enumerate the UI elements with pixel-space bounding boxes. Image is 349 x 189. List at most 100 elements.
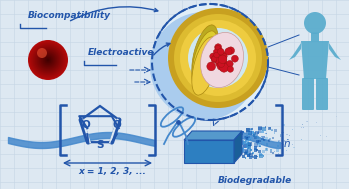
Circle shape (213, 49, 218, 54)
Bar (241, 131, 244, 133)
Circle shape (46, 58, 50, 62)
Bar (292, 144, 293, 145)
Bar (279, 140, 280, 142)
Bar (250, 149, 252, 151)
Polygon shape (234, 131, 242, 163)
Bar (242, 155, 245, 158)
Text: Biodegradable: Biodegradable (218, 176, 292, 185)
Bar (274, 150, 275, 152)
Circle shape (218, 61, 225, 67)
Polygon shape (184, 140, 234, 163)
Bar (247, 151, 251, 155)
Circle shape (37, 49, 59, 71)
Bar (268, 140, 269, 141)
Bar (268, 139, 270, 142)
Bar (287, 139, 288, 140)
Circle shape (40, 52, 56, 68)
Circle shape (29, 41, 67, 79)
Text: n: n (284, 139, 291, 149)
Bar (249, 153, 253, 157)
Circle shape (39, 51, 57, 69)
Bar (254, 146, 257, 150)
Bar (262, 150, 265, 153)
Bar (246, 154, 250, 157)
Bar (248, 137, 251, 141)
Circle shape (207, 62, 216, 71)
Bar (256, 149, 258, 151)
Bar (261, 128, 262, 129)
Bar (278, 141, 279, 142)
Text: O: O (113, 120, 121, 130)
Bar (241, 142, 244, 145)
Bar (247, 130, 250, 133)
Bar (249, 128, 251, 130)
Circle shape (220, 52, 227, 58)
Bar (261, 136, 262, 137)
Bar (261, 130, 263, 131)
Bar (248, 131, 252, 135)
Bar (247, 145, 251, 149)
Circle shape (227, 60, 233, 67)
Bar (286, 150, 287, 151)
Text: Electroactive: Electroactive (88, 48, 155, 57)
Bar (307, 121, 308, 122)
Bar (265, 139, 266, 141)
Bar (246, 128, 250, 132)
Bar (248, 145, 251, 148)
Circle shape (35, 47, 61, 73)
Bar (247, 137, 248, 138)
Bar (247, 143, 249, 145)
Bar (254, 155, 258, 159)
Text: O: O (81, 120, 90, 130)
Circle shape (221, 61, 228, 68)
Circle shape (231, 55, 238, 62)
Bar (283, 132, 284, 133)
Bar (245, 157, 246, 159)
Bar (257, 141, 259, 143)
Bar (259, 145, 261, 146)
Bar (239, 131, 243, 136)
Bar (287, 139, 289, 140)
Circle shape (200, 40, 236, 76)
Bar (252, 156, 254, 158)
Bar (259, 153, 262, 156)
Bar (280, 135, 281, 137)
Ellipse shape (192, 37, 218, 95)
Bar (245, 150, 247, 153)
Bar (241, 149, 245, 153)
Bar (266, 143, 268, 146)
Bar (261, 140, 262, 142)
Circle shape (211, 56, 217, 62)
Bar (265, 148, 268, 151)
Bar (243, 144, 247, 148)
Bar (301, 127, 302, 128)
Bar (261, 131, 263, 133)
Circle shape (222, 53, 227, 59)
Bar (274, 147, 275, 148)
Bar (315, 122, 317, 123)
Circle shape (42, 54, 54, 66)
Bar (265, 126, 266, 128)
Circle shape (45, 57, 51, 63)
Bar (247, 132, 251, 135)
Bar (240, 140, 244, 144)
Bar (257, 156, 258, 157)
Bar (281, 140, 282, 141)
Bar (293, 147, 295, 149)
Circle shape (180, 20, 256, 96)
Text: Biocompatibility: Biocompatibility (28, 11, 111, 20)
Bar (242, 141, 244, 142)
Bar (277, 143, 279, 145)
Bar (246, 132, 247, 133)
Bar (283, 144, 284, 145)
Circle shape (221, 54, 227, 60)
Bar (265, 137, 268, 140)
FancyArrowPatch shape (70, 7, 158, 21)
Circle shape (174, 14, 262, 102)
Bar (271, 130, 273, 131)
Bar (245, 149, 248, 152)
Bar (237, 146, 240, 149)
Bar (253, 132, 256, 135)
Circle shape (220, 53, 225, 59)
Circle shape (32, 44, 64, 76)
